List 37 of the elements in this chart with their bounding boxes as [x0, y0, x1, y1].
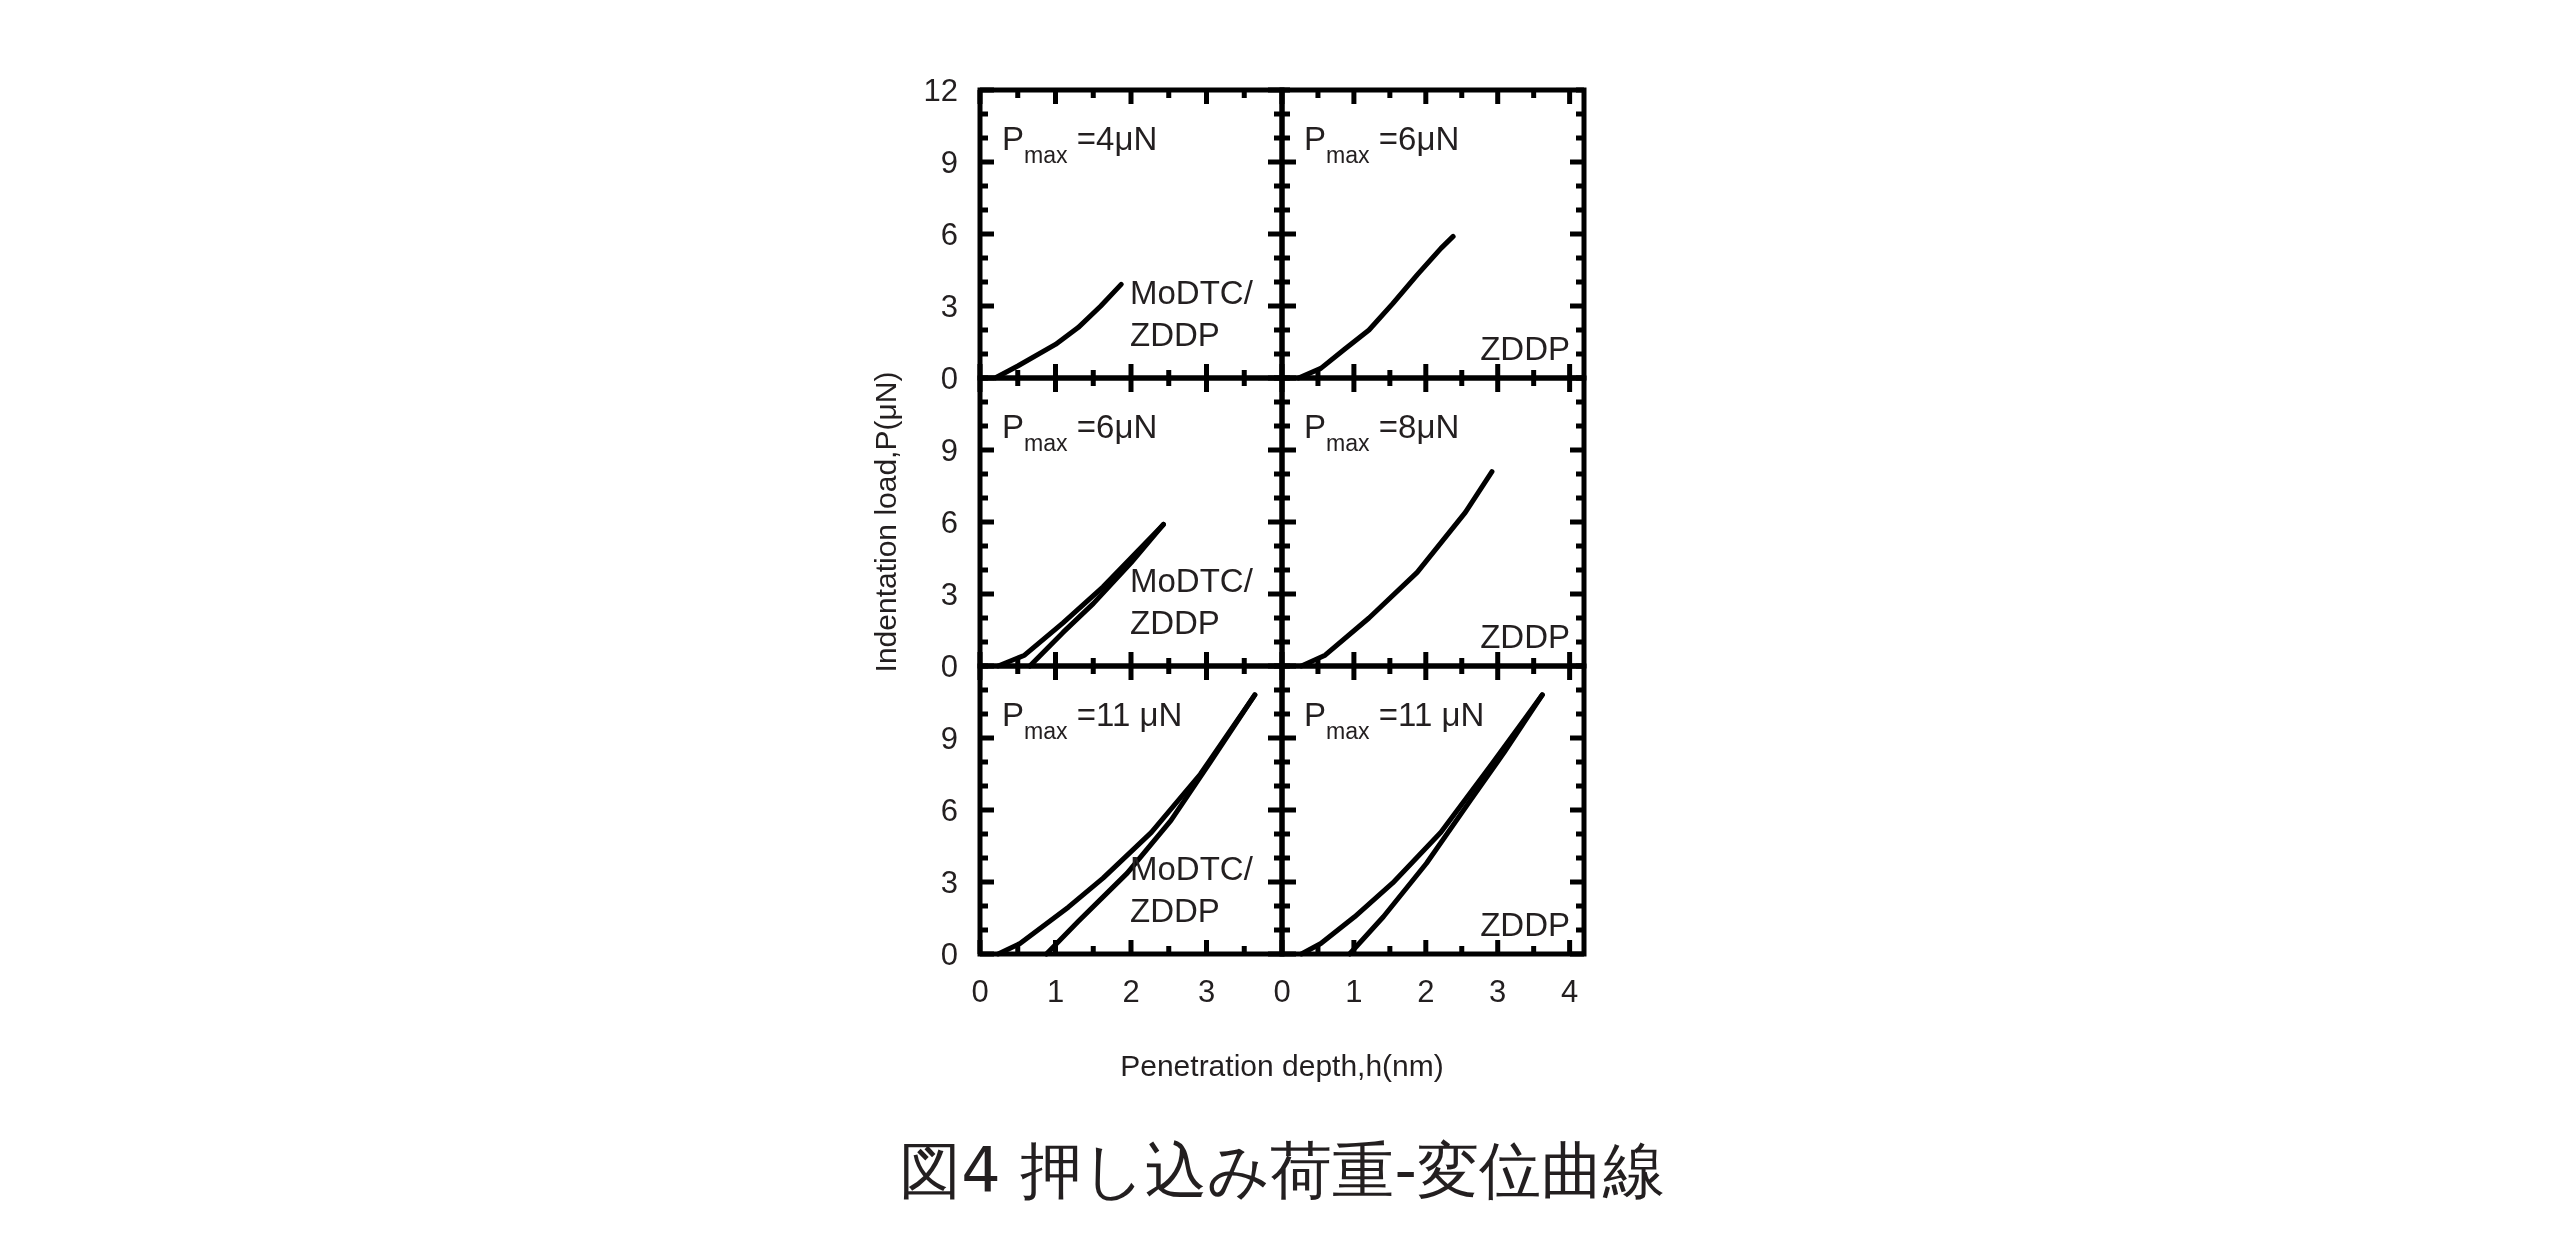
x-tick-label: 2: [1417, 974, 1435, 1009]
y-axis-title: Indentation load,P(μN): [869, 371, 902, 673]
y-tick-label: 6: [940, 793, 958, 828]
annotation: MoDTC/ZDDP: [1130, 274, 1254, 353]
x-tick-label: 4: [1560, 974, 1579, 1009]
annotation: P$_{max}$ =6μN: [1304, 120, 1460, 168]
annotation: ZDDP: [1480, 330, 1570, 367]
x-tick-label: 0: [971, 974, 989, 1009]
y-tick-label: 0: [940, 361, 958, 396]
annotation: MoDTC/ZDDP: [1130, 850, 1254, 929]
y-tick-label: 0: [940, 649, 958, 684]
annotation: P$_{max}$ =6μN: [1002, 408, 1158, 456]
y-tick-label: 9: [940, 721, 958, 756]
text: 図4 押し込み荷重-変位曲線: [899, 1134, 1665, 1207]
annotation: P$_{max}$ =8μN: [1304, 408, 1460, 456]
x-axis-title: Penetration depth,h(nm): [1120, 1049, 1444, 1082]
x-tick-label: 1: [1046, 974, 1065, 1009]
annotation: ZDDP: [1480, 618, 1570, 655]
y-tick-label: 9: [940, 433, 958, 468]
annotation: P$_{max}$ =4μN: [1002, 120, 1158, 168]
x-tick-label: 3: [1489, 974, 1507, 1009]
y-tick-label: 3: [940, 865, 958, 900]
y-tick-label: 3: [940, 577, 958, 612]
x-tick-label: 1: [1345, 974, 1363, 1009]
x-tick-label: 3: [1197, 974, 1216, 1009]
y-tick-label: 12: [923, 73, 958, 108]
y-tick-label: 9: [940, 145, 958, 180]
x-tick-label: 0: [1273, 974, 1291, 1009]
y-tick-label: 6: [940, 217, 958, 252]
y-tick-label: 3: [940, 289, 958, 324]
annotation: ZDDP: [1480, 906, 1570, 943]
y-tick-label: 0: [940, 937, 958, 972]
x-tick-label: 2: [1122, 974, 1140, 1009]
annotation: P$_{max}$ =11 μN: [1304, 696, 1485, 744]
y-tick-label: 6: [940, 505, 958, 540]
annotation: MoDTC/ZDDP: [1130, 562, 1254, 641]
annotation: P$_{max}$ =11 μN: [1002, 696, 1183, 744]
